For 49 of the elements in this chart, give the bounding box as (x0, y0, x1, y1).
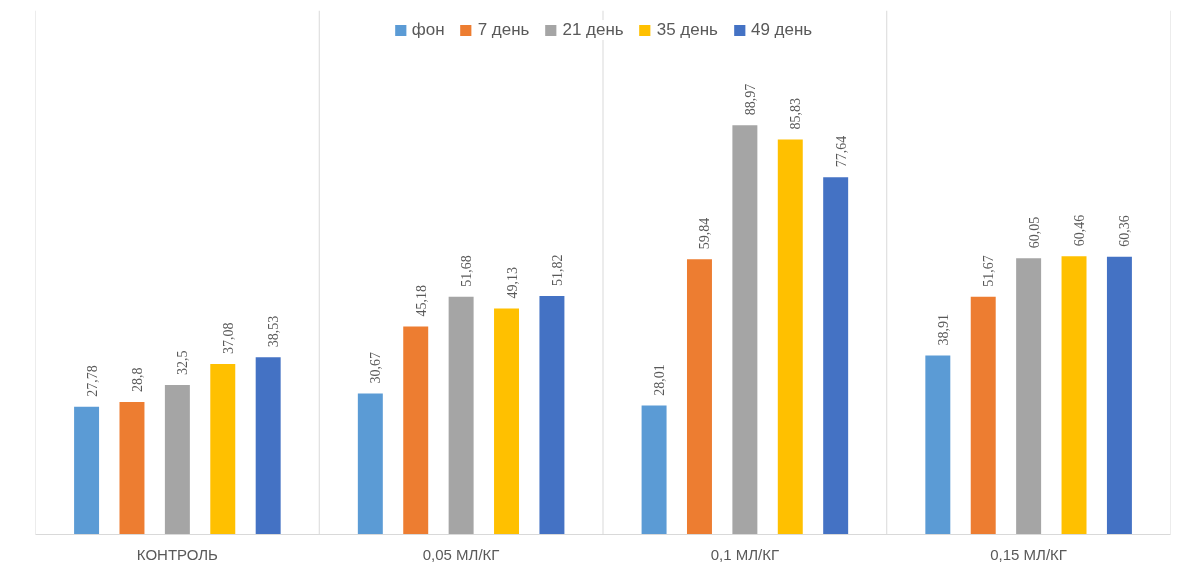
data-label: 38,91 (935, 313, 951, 346)
data-label: 51,67 (981, 255, 997, 287)
legend-label: 49 день (750, 20, 813, 40)
data-label: 85,83 (788, 98, 804, 130)
data-label: 37,08 (220, 322, 236, 354)
bar (119, 401, 145, 535)
data-label: 60,46 (1072, 214, 1088, 247)
bar (1106, 256, 1132, 535)
bar (210, 363, 236, 535)
bar (925, 355, 951, 535)
bar (539, 296, 565, 535)
data-label: 60,05 (1026, 216, 1042, 249)
x-tick-label: КОНТРОЛЬ (136, 545, 219, 563)
x-tick-label: 0,15 МЛ/КГ (990, 545, 1067, 563)
bar (732, 125, 758, 535)
legend-label: 21 день (562, 20, 624, 40)
bar (255, 357, 281, 535)
data-label: 88,97 (742, 83, 758, 116)
bar (494, 308, 520, 535)
x-tick-label: 0,1 МЛ/КГ (710, 545, 780, 563)
bar (777, 139, 803, 535)
bar (448, 296, 474, 535)
bar (164, 384, 190, 535)
bar (74, 406, 100, 535)
data-label: 28,01 (652, 364, 668, 396)
data-label: 45,18 (413, 285, 429, 317)
bar (686, 259, 712, 535)
legend-label: 35 день (656, 20, 718, 40)
bar (357, 393, 383, 535)
bar (641, 405, 667, 535)
data-label: 27,78 (84, 365, 100, 397)
legend-label: 7 день (477, 20, 530, 40)
data-label: 59,84 (697, 217, 713, 250)
data-label: 51,82 (549, 254, 565, 287)
data-label: 49,13 (504, 266, 520, 299)
x-tick-label: 0,05 МЛ/КГ (422, 545, 500, 563)
data-label: 38,53 (266, 315, 282, 348)
data-label: 30,67 (368, 351, 384, 384)
bar (1061, 256, 1087, 535)
data-label: 32,5 (175, 350, 191, 375)
data-label: 28,8 (129, 367, 145, 392)
bar (403, 326, 429, 535)
data-label: 77,64 (833, 135, 849, 168)
data-label: 60,36 (1117, 215, 1133, 247)
bar (970, 296, 996, 535)
bar (823, 177, 849, 535)
data-label: 51,68 (459, 255, 475, 287)
legend-label: фон (411, 20, 445, 40)
bar (1016, 258, 1042, 535)
